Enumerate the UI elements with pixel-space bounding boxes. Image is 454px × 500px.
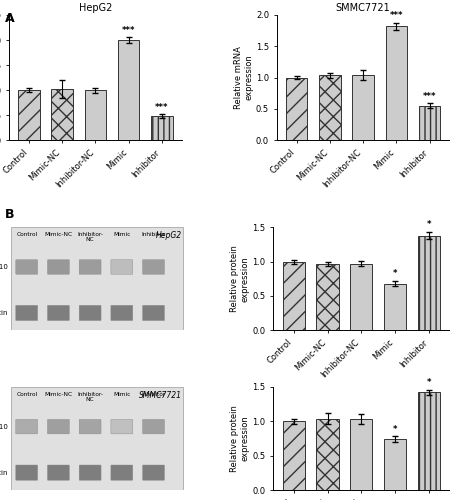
Text: Bcl2L10: Bcl2L10 [0,264,8,270]
Text: Mimic: Mimic [113,392,130,396]
Text: *: * [393,424,398,434]
FancyBboxPatch shape [48,420,69,434]
Text: Control: Control [16,232,37,237]
Text: ***: *** [423,92,436,100]
Text: Mimic-NC: Mimic-NC [44,232,73,237]
Text: Mimic: Mimic [113,232,130,237]
Bar [316,264,339,330]
Bar [350,420,372,490]
Bar [352,75,374,140]
FancyBboxPatch shape [16,260,38,274]
Text: B: B [5,208,14,220]
FancyBboxPatch shape [143,420,164,434]
Bar [419,106,440,140]
FancyBboxPatch shape [48,260,69,274]
FancyBboxPatch shape [48,465,69,480]
Bar [283,422,305,490]
Text: *: * [427,220,431,230]
Bar [418,236,440,330]
Bar [418,392,440,490]
Bar [51,89,73,140]
Text: Bcl2L10: Bcl2L10 [0,424,8,430]
FancyBboxPatch shape [111,420,133,434]
Bar [350,264,372,330]
Text: ***: *** [155,103,168,112]
Y-axis label: Relative protein
expression: Relative protein expression [230,246,250,312]
Bar [384,439,406,490]
Bar [286,78,307,140]
FancyBboxPatch shape [143,306,164,320]
FancyBboxPatch shape [143,465,164,480]
Bar [385,26,407,140]
Text: Inhibitor-
NC: Inhibitor- NC [77,232,103,242]
Text: β-Actin: β-Actin [0,310,8,316]
Text: ***: *** [122,26,135,35]
Text: Mimic-NC: Mimic-NC [44,392,73,396]
Text: HepG2: HepG2 [156,231,182,240]
Bar [84,90,106,140]
Text: Inhibitor-
NC: Inhibitor- NC [77,392,103,402]
Bar [384,284,406,331]
Y-axis label: Relative protein
expression: Relative protein expression [230,405,250,472]
FancyBboxPatch shape [79,306,101,320]
Bar [283,262,305,330]
Text: Inhibitor: Inhibitor [141,232,166,237]
FancyBboxPatch shape [48,306,69,320]
FancyBboxPatch shape [111,260,133,274]
Text: A: A [5,12,14,26]
Text: Inhibitor: Inhibitor [141,392,166,396]
FancyBboxPatch shape [79,420,101,434]
Title: HepG2: HepG2 [79,3,112,13]
FancyBboxPatch shape [111,465,133,480]
Text: ***: *** [390,11,403,20]
Bar [319,75,340,140]
FancyBboxPatch shape [143,260,164,274]
FancyBboxPatch shape [79,465,101,480]
Text: Control: Control [16,392,37,396]
Text: *: * [393,269,398,278]
FancyBboxPatch shape [16,306,38,320]
Text: SMMC7721: SMMC7721 [139,391,182,400]
Bar [18,90,40,140]
Title: SMMC7721: SMMC7721 [336,3,390,13]
Y-axis label: Relative mRNA
expression: Relative mRNA expression [234,46,253,109]
FancyBboxPatch shape [79,260,101,274]
Text: β-Actin: β-Actin [0,470,8,476]
Bar [118,40,139,140]
FancyBboxPatch shape [111,306,133,320]
Bar [316,418,339,490]
FancyBboxPatch shape [16,465,38,480]
Bar [151,116,173,140]
FancyBboxPatch shape [16,420,38,434]
Text: *: * [427,378,431,387]
